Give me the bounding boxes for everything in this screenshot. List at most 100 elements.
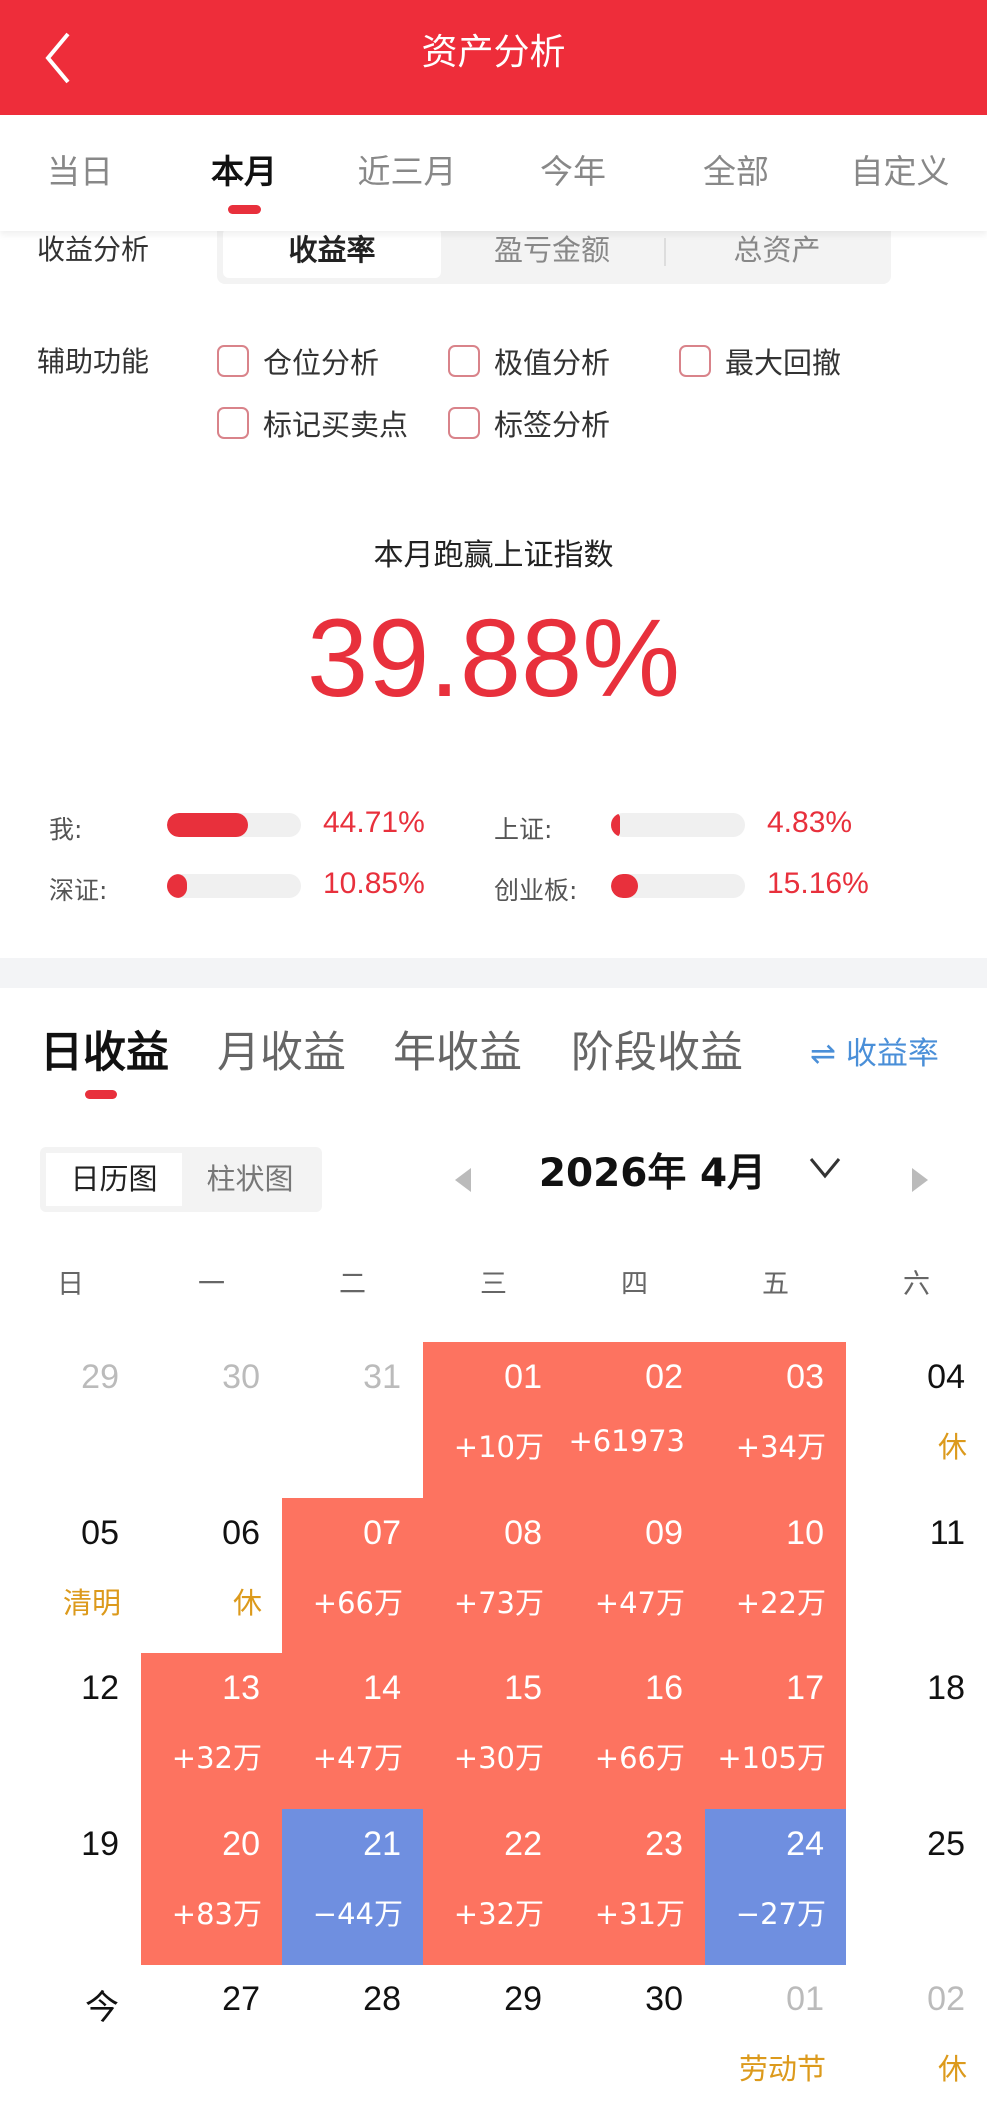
next-month-icon[interactable]	[912, 1168, 928, 1192]
active-tab-indicator	[228, 205, 261, 214]
day-value: 劳动节	[738, 2052, 826, 2086]
checkbox-mark-trades[interactable]: 标记买卖点	[217, 402, 408, 444]
tab-today[interactable]: 当日	[47, 152, 113, 191]
day-value: +47万	[312, 1741, 403, 1775]
month-selector[interactable]: 2026年 4月	[538, 1151, 767, 1196]
calendar-day[interactable]: 今	[0, 1964, 141, 2120]
checkbox-icon[interactable]	[448, 407, 480, 439]
calendar-day[interactable]: 22 +32万	[423, 1808, 564, 1965]
seg-total-assets[interactable]: 总资产	[733, 233, 821, 267]
tab-all[interactable]: 全部	[703, 152, 769, 191]
calendar-day[interactable]: 21 −44万	[282, 1808, 423, 1965]
seg-return-rate[interactable]: 收益率	[223, 228, 441, 278]
calendar-day[interactable]: 01 劳动节	[705, 1964, 846, 2120]
divider	[664, 238, 666, 266]
calendar-day[interactable]: 20 +83万	[141, 1808, 282, 1965]
checkbox-icon[interactable]	[448, 345, 480, 377]
day-value: −44万	[312, 1896, 403, 1931]
tab-this-month[interactable]: 本月	[211, 152, 277, 191]
comparison-bar	[167, 874, 301, 898]
calendar-day[interactable]: 29	[0, 1342, 141, 1498]
weekday-header: 五	[762, 1269, 789, 1300]
calendar-day[interactable]: 28	[282, 1964, 423, 2120]
calendar-day[interactable]: 09 +47万	[564, 1497, 705, 1654]
calendar-day[interactable]: 18	[846, 1653, 987, 1809]
day-value: +61973	[568, 1424, 685, 1458]
day-value: +73万	[453, 1585, 544, 1620]
day-value: +10万	[453, 1430, 544, 1464]
weekday-header: 三	[480, 1269, 507, 1300]
calendar-day[interactable]: 24 −27万	[705, 1808, 846, 1965]
calendar-view-button[interactable]: 日历图	[46, 1153, 182, 1206]
calendar-day[interactable]: 03 +34万	[705, 1342, 846, 1498]
page-title: 资产分析	[421, 32, 566, 73]
checkbox-label: 极值分析	[494, 346, 611, 380]
calendar-day[interactable]: 17 +105万	[705, 1653, 846, 1809]
calendar-day[interactable]: 27	[141, 1964, 282, 2120]
tab-three-months[interactable]: 近三月	[357, 152, 457, 191]
calendar-day[interactable]: 02 +61973	[564, 1342, 705, 1498]
calendar-day[interactable]: 14 +47万	[282, 1653, 423, 1809]
comparison-bar	[167, 813, 301, 837]
day-value: +105万	[717, 1741, 826, 1775]
aux-label: 辅助功能	[37, 345, 150, 378]
chevron-down-icon[interactable]	[808, 1150, 842, 1184]
tab-this-year[interactable]: 今年	[540, 152, 606, 191]
day-number: 27	[222, 1980, 260, 2018]
day-number: 09	[645, 1513, 683, 1552]
day-number: 02	[645, 1358, 683, 1396]
calendar-day[interactable]: 15 +30万	[423, 1653, 564, 1809]
calendar-day[interactable]: 02 休	[846, 1964, 987, 2120]
checkbox-icon[interactable]	[217, 345, 249, 377]
rate-switch-button[interactable]: ⇌ 收益率	[810, 1036, 939, 1072]
day-number: 30	[222, 1358, 260, 1396]
tab-daily-profit[interactable]: 日收益	[40, 1028, 169, 1078]
comparison-label: 我:	[49, 815, 83, 844]
day-value: +66万	[312, 1585, 403, 1620]
calendar-day[interactable]: 11	[846, 1498, 987, 1654]
calendar-day[interactable]: 19	[0, 1809, 141, 1965]
calendar-day[interactable]: 23 +31万	[564, 1808, 705, 1965]
calendar-day[interactable]: 06 休	[141, 1498, 282, 1654]
calendar-day[interactable]: 10 +22万	[705, 1497, 846, 1654]
checkbox-icon[interactable]	[679, 345, 711, 377]
calendar-day[interactable]: 01 +10万	[423, 1342, 564, 1498]
checkbox-icon[interactable]	[217, 407, 249, 439]
day-number: 25	[927, 1824, 965, 1863]
checkbox-max-drawdown[interactable]: 最大回撤	[679, 340, 841, 382]
calendar-day[interactable]: 13 +32万	[141, 1653, 282, 1809]
checkbox-extreme-analysis[interactable]: 极值分析	[448, 340, 610, 382]
calendar-day[interactable]: 07 +66万	[282, 1497, 423, 1654]
day-number: 15	[504, 1669, 542, 1707]
chevron-left-icon[interactable]	[40, 30, 80, 86]
tab-monthly-profit[interactable]: 月收益	[217, 1028, 346, 1078]
tab-yearly-profit[interactable]: 年收益	[393, 1028, 522, 1078]
calendar-day[interactable]: 31	[282, 1342, 423, 1498]
day-number: 01	[786, 1980, 824, 2018]
day-number: 16	[645, 1669, 683, 1707]
day-number: 06	[222, 1513, 260, 1552]
calendar-day[interactable]: 08 +73万	[423, 1497, 564, 1654]
calendar-day[interactable]: 29	[423, 1964, 564, 2120]
calendar-day[interactable]: 04 休	[846, 1342, 987, 1498]
calendar-day[interactable]: 05 清明	[0, 1498, 141, 1654]
calendar-day[interactable]: 16 +66万	[564, 1653, 705, 1809]
prev-month-icon[interactable]	[455, 1168, 471, 1192]
view-toggle: 日历图 柱状图	[40, 1147, 322, 1212]
comparison-value: 4.83%	[767, 806, 853, 839]
tab-custom[interactable]: 自定义	[850, 152, 950, 191]
checkbox-tag-analysis[interactable]: 标签分析	[448, 402, 610, 444]
weekday-header: 一	[198, 1269, 225, 1300]
calendar-day[interactable]: 25	[846, 1809, 987, 1965]
bar-view-button[interactable]: 柱状图	[206, 1162, 294, 1196]
tab-period-profit[interactable]: 阶段收益	[571, 1028, 743, 1078]
calendar-day[interactable]: 12	[0, 1653, 141, 1809]
day-number: 02	[927, 1980, 965, 2018]
calendar-day[interactable]: 30	[564, 1964, 705, 2120]
seg-pnl-amount[interactable]: 盈亏金额	[493, 233, 610, 267]
day-number: 07	[363, 1513, 401, 1552]
calendar-day[interactable]: 30	[141, 1342, 282, 1498]
comparison-bar	[611, 874, 745, 898]
day-number: 10	[786, 1513, 824, 1552]
checkbox-position-analysis[interactable]: 仓位分析	[217, 340, 379, 382]
